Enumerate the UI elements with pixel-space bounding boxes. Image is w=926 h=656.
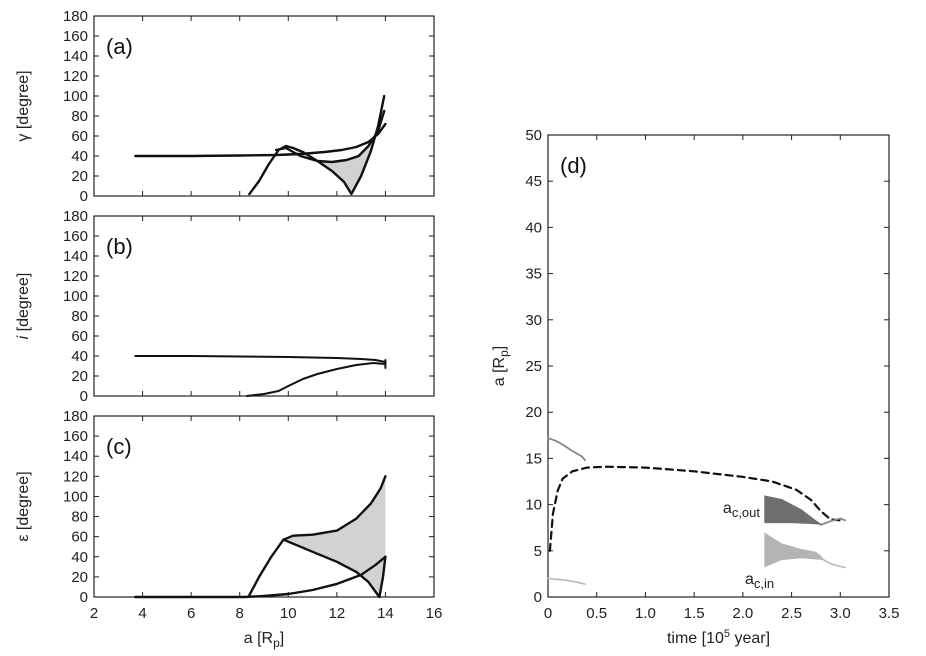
series-b-upper: [134, 355, 387, 363]
x-tick-label-c: 2: [90, 605, 98, 622]
y-tick-label-b: 120: [63, 268, 88, 285]
y-axis-label-a: γ [degree]: [15, 70, 32, 141]
series-b-lower: [246, 362, 387, 397]
y-tick-label-b: 60: [71, 328, 88, 345]
y-axis-label-b: i [degree]: [15, 273, 32, 340]
y-tick-label-a: 140: [63, 48, 88, 65]
y-tick-label-d: 20: [525, 404, 542, 421]
y-axis-label-d: a [Rp]: [491, 346, 511, 386]
series-c-lower_branch: [282, 538, 387, 599]
plot-frame-d: [547, 134, 890, 598]
series-d-tail: [819, 517, 847, 526]
panel-label-a: (a): [106, 34, 133, 59]
y-tick-label-a: 160: [63, 28, 88, 45]
y-tick-label-c: 180: [63, 408, 88, 425]
y-tick-label-b: 160: [63, 228, 88, 245]
y-tick-label-a: 180: [63, 8, 88, 25]
y-tick-label-d: 15: [525, 450, 542, 467]
series-d-grey_upper: [547, 437, 586, 462]
y-tick-label-a: 100: [63, 88, 88, 105]
x-tick-label-d: 1.0: [635, 605, 656, 622]
y-tick-label-c: 100: [63, 488, 88, 505]
y-tick-label-d: 10: [525, 497, 542, 514]
y-tick-label-a: 120: [63, 68, 88, 85]
panel-b: 0 20 40 60 80 100 120 140 160 180 (b) i [degree]: [15, 208, 435, 405]
x-tick-label-c: 10: [280, 605, 297, 622]
x-tick-label-d: 3.5: [879, 605, 900, 622]
x-tick-label-d: 0.5: [586, 605, 607, 622]
x-tick-label-d: 0: [544, 605, 552, 622]
y-tick-label-d: 30: [525, 312, 542, 329]
x-axis-label-d: time [105 year]: [667, 628, 770, 647]
x-tick-label-c: 6: [187, 605, 195, 622]
y-tick-label-a: 20: [71, 168, 88, 185]
y-tick-label-c: 20: [71, 569, 88, 586]
y-tick-label-d: 0: [534, 589, 542, 606]
y-tick-label-c: 160: [63, 428, 88, 445]
series-c-rise: [248, 475, 387, 597]
panel-a: 0 20 40 60 80 100 120 140 160 180 (a) γ [degree]: [15, 8, 435, 205]
x-tick-label-d: 2.0: [732, 605, 753, 622]
panel-d: 0 0.5 1.0 1.5 2.0 2.5 3.0 3.5 0 5 10 15 20 25 30 35 40 45…: [491, 127, 899, 647]
series-d-dashed_a: [548, 465, 842, 552]
panel-label-c: (c): [106, 434, 132, 459]
y-tick-label-a: 80: [71, 108, 88, 125]
panel-c: 2 4 6 8 10 12 14 16020406080100120140160180(c)a…: [15, 408, 442, 650]
y-tick-label-d: 25: [525, 358, 542, 375]
y-tick-label-d: 40: [525, 219, 542, 236]
series-d-grey_lower: [547, 577, 586, 585]
x-tick-label-d: 2.5: [781, 605, 802, 622]
series-c-flat_zero: [134, 555, 387, 599]
y-tick-label-b: 100: [63, 288, 88, 305]
band-a_c_out: [764, 495, 823, 525]
x-tick-label-d: 3.0: [830, 605, 851, 622]
x-tick-label-c: 8: [236, 605, 244, 622]
x-tick-label-c: 12: [329, 605, 346, 622]
y-tick-label-b: 140: [63, 248, 88, 265]
series-a-upper_bound: [274, 109, 386, 164]
y-tick-label-b: 0: [80, 388, 88, 405]
y-tick-label-d: 35: [525, 266, 542, 283]
series-d-in_tail: [820, 557, 846, 569]
y-tick-label-a: 40: [71, 148, 88, 165]
y-tick-label-a: 60: [71, 128, 88, 145]
y-tick-label-b: 20: [71, 368, 88, 385]
x-tick-label-c: 16: [426, 605, 443, 622]
y-tick-label-d: 50: [525, 127, 542, 144]
y-tick-label-b: 40: [71, 348, 88, 365]
y-tick-label-d: 45: [525, 173, 542, 190]
y-axis-label-c: ε [degree]: [15, 471, 32, 541]
band-label-a_c_out: ac,out: [723, 500, 760, 520]
y-tick-label-c: 120: [63, 468, 88, 485]
y-tick-label-b: 180: [63, 208, 88, 225]
y-tick-label-c: 40: [71, 549, 88, 566]
y-tick-label-d: 5: [534, 543, 542, 560]
y-tick-label-a: 0: [80, 188, 88, 205]
x-tick-label-c: 14: [377, 605, 394, 622]
x-tick-label-c: 4: [138, 605, 146, 622]
y-tick-label-c: 0: [80, 589, 88, 606]
x-tick-label-d: 1.5: [684, 605, 705, 622]
panel-label-d: (d): [560, 153, 587, 178]
panel-label-b: (b): [106, 234, 133, 259]
band-label-a_c_in: ac,in: [745, 571, 774, 591]
band-a_c_in: [764, 532, 823, 568]
y-tick-label-c: 60: [71, 529, 88, 546]
y-tick-label-c: 80: [71, 509, 88, 526]
shaded-region-c: [283, 476, 386, 597]
plot-frame-b: [93, 215, 435, 397]
x-axis-label-c: a [Rp]: [244, 630, 284, 650]
y-tick-label-b: 80: [71, 308, 88, 325]
y-tick-label-c: 140: [63, 448, 88, 465]
series-a-outer_flat: [134, 122, 387, 158]
plot-frame-a: [93, 15, 435, 197]
